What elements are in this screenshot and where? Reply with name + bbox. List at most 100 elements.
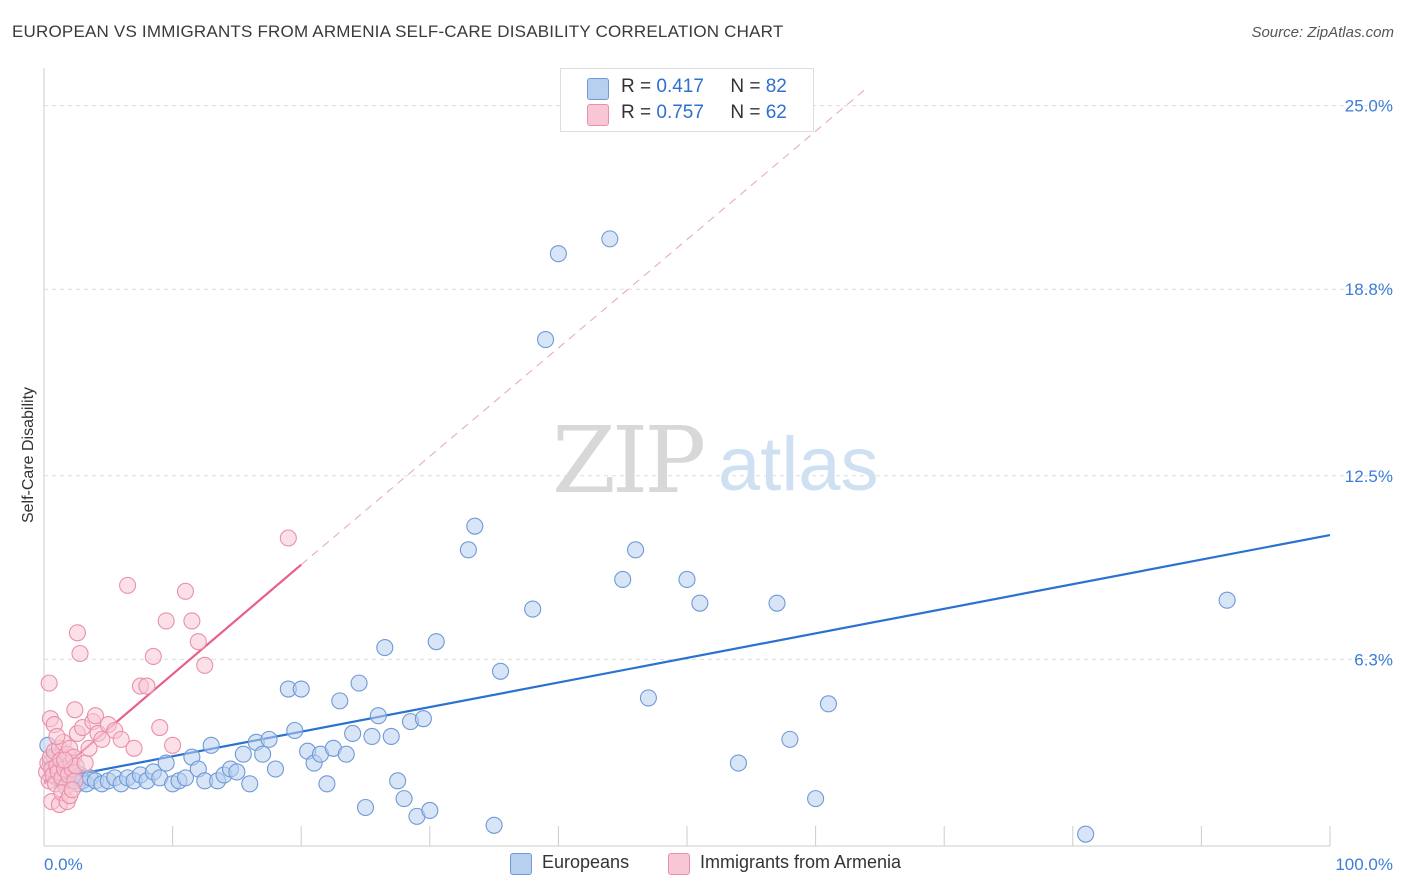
armenia-point xyxy=(176,582,195,600)
armenia-points xyxy=(38,529,297,814)
armenia-trend-extension xyxy=(300,87,868,566)
watermark: ZIP atlas xyxy=(552,407,879,514)
europeans-points xyxy=(39,230,1236,843)
europeans-point xyxy=(331,692,349,710)
europeans-point xyxy=(601,230,619,248)
legend-r-label: R = xyxy=(621,76,652,97)
armenia-point xyxy=(164,736,182,754)
armenia-point xyxy=(138,677,156,695)
armenia-point xyxy=(71,644,89,663)
europeans-point xyxy=(382,727,400,745)
europeans-point xyxy=(356,798,375,817)
europeans-point xyxy=(1218,591,1236,609)
europeans-point xyxy=(491,662,510,680)
europeans-point xyxy=(376,639,394,657)
armenia-point xyxy=(86,707,104,725)
y-tick-label: 12.5% xyxy=(1345,467,1393,486)
europeans-point xyxy=(266,760,285,778)
europeans-point xyxy=(536,331,555,349)
watermark-atlas: atlas xyxy=(718,422,879,507)
armenia-point xyxy=(40,674,58,692)
chart-title: EUROPEAN VS IMMIGRANTS FROM ARMENIA SELF… xyxy=(12,22,784,41)
y-tick-label: 18.8% xyxy=(1345,280,1393,299)
europeans-point xyxy=(414,710,432,728)
europeans-point xyxy=(260,730,278,748)
legend-swatch-pink xyxy=(587,104,609,126)
legend-r-value: 0.757 xyxy=(656,102,704,123)
europeans-point xyxy=(524,600,542,618)
bottom-legend-label: Immigrants from Armenia xyxy=(700,852,902,872)
legend-r-label: R = xyxy=(621,102,652,123)
europeans-point xyxy=(389,772,407,790)
bottom-legend-swatch-pink xyxy=(668,853,690,875)
europeans-point xyxy=(286,721,304,740)
europeans-point xyxy=(729,754,747,772)
tick-labels: 6.3% 12.5% 18.8% 25.0% 0.0% 100.0% xyxy=(44,97,1393,874)
grid-lines xyxy=(44,105,1394,660)
armenia-point xyxy=(125,739,143,757)
europeans-point xyxy=(176,769,195,787)
x-tick-label-right: 100.0% xyxy=(1335,855,1393,874)
europeans-point xyxy=(427,633,445,651)
y-tick-label: 6.3% xyxy=(1354,650,1393,669)
europeans-point xyxy=(292,680,310,698)
armenia-point xyxy=(189,633,207,651)
europeans-point xyxy=(228,763,246,781)
legend-n-label: N = xyxy=(730,76,761,97)
europeans-point xyxy=(157,754,175,772)
europeans-point xyxy=(819,695,838,713)
armenia-point xyxy=(279,529,297,547)
europeans-point xyxy=(485,816,503,834)
watermark-zip: ZIP xyxy=(552,407,703,514)
europeans-point xyxy=(241,775,259,793)
europeans-point xyxy=(691,594,709,612)
armenia-point xyxy=(93,730,111,748)
armenia-point xyxy=(68,624,86,642)
europeans-point xyxy=(768,594,786,612)
europeans-point xyxy=(395,790,413,808)
europeans-point xyxy=(421,801,439,820)
europeans-point xyxy=(234,745,252,763)
europeans-point xyxy=(254,745,272,763)
armenia-point xyxy=(157,612,175,630)
europeans-point xyxy=(318,775,336,793)
europeans-point xyxy=(369,707,387,725)
armenia-point xyxy=(196,656,214,674)
y-axis-label: Self-Care Disability xyxy=(20,386,37,524)
armenia-point xyxy=(112,730,130,748)
europeans-point xyxy=(466,517,484,535)
europeans-point xyxy=(1077,825,1095,843)
legend-swatch-blue xyxy=(587,78,609,100)
europeans-point xyxy=(627,541,645,559)
source-label: Source: ZipAtlas.com xyxy=(1251,24,1394,41)
correlation-legend: R = 0.417 N = 82 R = 0.757 N = 62 xyxy=(560,68,814,132)
armenia-point xyxy=(80,739,98,757)
armenia-point xyxy=(119,576,137,594)
armenia-point xyxy=(183,612,201,630)
bottom-legend-swatch-blue xyxy=(510,853,532,875)
armenia-point xyxy=(76,754,94,772)
y-tick-label: 25.0% xyxy=(1345,97,1393,116)
europeans-point xyxy=(781,730,799,748)
armenia-point xyxy=(151,718,169,737)
legend-n-label: N = xyxy=(730,102,761,123)
europeans-point xyxy=(202,736,220,754)
legend-r-value: 0.417 xyxy=(656,76,704,97)
europeans-point xyxy=(344,724,362,743)
europeans-point xyxy=(807,790,825,808)
europeans-point xyxy=(614,570,632,589)
legend-n-value: 62 xyxy=(765,102,787,123)
europeans-point xyxy=(639,689,657,707)
europeans-point xyxy=(337,745,355,763)
armenia-point xyxy=(144,647,162,666)
europeans-point xyxy=(549,245,567,263)
armenia-point xyxy=(56,751,74,769)
x-tick-label-left: 0.0% xyxy=(44,855,83,874)
europeans-point xyxy=(350,674,368,692)
bottom-legend-label: Europeans xyxy=(542,852,630,872)
legend-n-value: 82 xyxy=(765,76,787,97)
armenia-point xyxy=(63,781,81,799)
europeans-point xyxy=(363,727,381,745)
europeans-point xyxy=(678,570,696,589)
